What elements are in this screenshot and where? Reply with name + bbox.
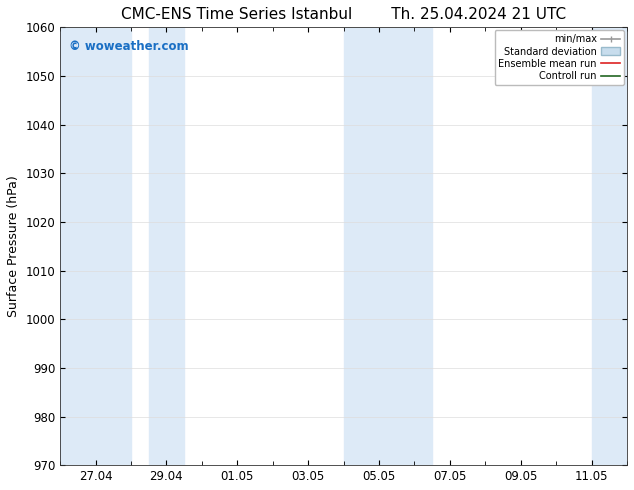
Bar <box>592 27 627 465</box>
Y-axis label: Surface Pressure (hPa): Surface Pressure (hPa) <box>7 175 20 317</box>
Text: © woweather.com: © woweather.com <box>68 40 188 53</box>
Bar <box>397 27 432 465</box>
Bar <box>60 27 131 465</box>
Bar <box>344 27 397 465</box>
Legend: min/max, Standard deviation, Ensemble mean run, Controll run: min/max, Standard deviation, Ensemble me… <box>495 30 624 85</box>
Bar <box>149 27 184 465</box>
Title: CMC-ENS Time Series Istanbul        Th. 25.04.2024 21 UTC: CMC-ENS Time Series Istanbul Th. 25.04.2… <box>121 7 566 22</box>
